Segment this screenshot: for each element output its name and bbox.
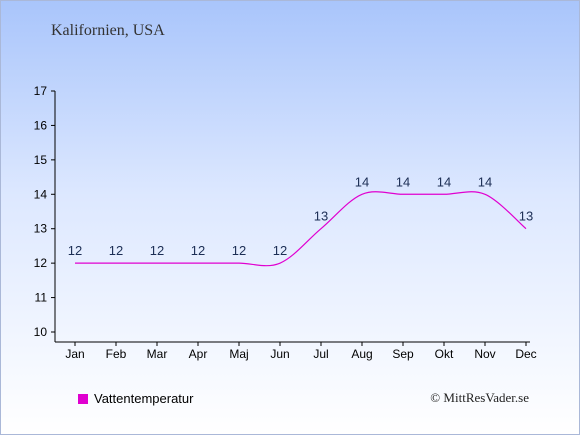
chart-title: Kalifornien, USA [51,22,165,39]
x-tick-label: Jun [270,347,289,361]
data-label: 14 [396,174,410,189]
y-tick-label: 13 [34,222,48,236]
data-label: 13 [314,209,328,224]
y-tick-label: 12 [34,256,48,270]
x-tick-label: Feb [106,347,127,361]
x-tick-label: Okt [435,347,454,361]
data-label: 14 [355,174,369,189]
data-label: 14 [437,174,451,189]
data-label: 12 [150,243,164,258]
legend: Vattentemperatur [78,391,193,406]
data-label: 13 [519,209,533,224]
x-tick-label: Jan [65,347,84,361]
legend-swatch [78,393,88,404]
y-tick-label: 17 [34,84,48,98]
x-tick-label: Nov [474,347,495,361]
x-tick-label: Sep [392,347,414,361]
series-line [74,191,527,267]
x-tick-label: Aug [351,347,372,361]
copyright-credit: © MittResVader.se [430,390,529,405]
x-tick-label: Dec [515,347,536,361]
data-label: 12 [232,243,246,258]
legend-label: Vattentemperatur [94,391,194,406]
y-tick-label: 16 [34,118,48,132]
data-label: 12 [68,243,82,258]
y-tick-label: 11 [35,291,48,305]
data-label: 12 [191,243,205,258]
data-label: 14 [478,174,492,189]
y-tick-label: 14 [34,187,48,201]
x-tick-label: Maj [229,347,248,361]
x-tick-label: Apr [189,347,208,361]
data-label: 12 [109,243,123,258]
y-tick-label: 15 [34,153,48,167]
data-label: 12 [273,243,287,258]
x-tick-label: Mar [147,347,168,361]
y-tick-label: 10 [34,325,48,339]
x-tick-label: Jul [313,347,328,361]
